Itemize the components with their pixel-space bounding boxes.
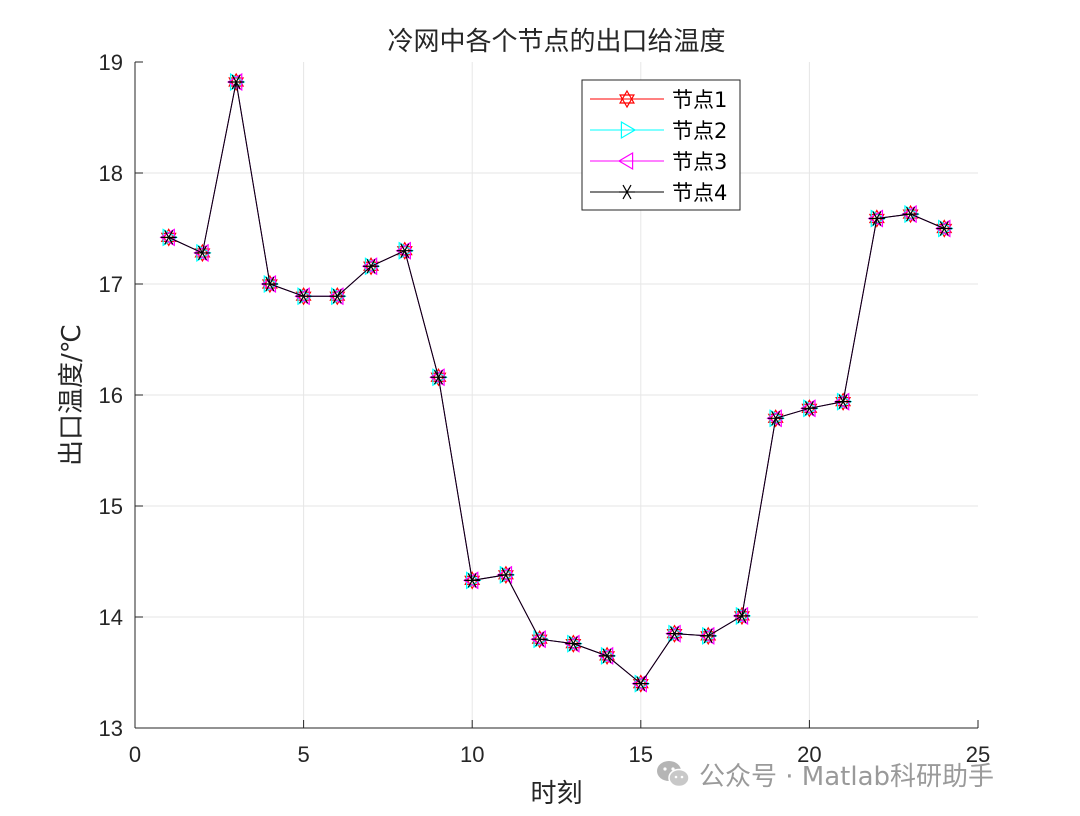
x-tick-label: 10	[460, 742, 484, 767]
watermark: 公众号 · Matlab科研助手	[655, 756, 994, 792]
data-point	[700, 628, 717, 644]
legend-marker	[619, 89, 635, 109]
legend: 节点1 节点2 节点3 节点4	[581, 79, 741, 211]
data-point	[733, 608, 750, 624]
legend-label: 节点4	[672, 181, 727, 205]
data-point	[902, 206, 919, 222]
legend-item: 节点4	[590, 181, 727, 205]
y-tick-label: 13	[99, 716, 123, 741]
data-point	[666, 626, 683, 641]
legend-label: 节点2	[672, 119, 727, 143]
data-point	[194, 245, 211, 261]
data-point	[430, 370, 447, 385]
legend-marker	[620, 120, 637, 140]
data-point	[261, 276, 278, 292]
legend-label: 节点1	[672, 88, 727, 112]
y-tick-label: 16	[99, 383, 123, 408]
data-point	[835, 394, 852, 409]
data-point	[160, 230, 177, 245]
y-tick-label: 14	[99, 605, 123, 630]
data-point	[599, 648, 616, 664]
legend-item: 节点3	[590, 150, 727, 174]
x-tick-label: 0	[129, 742, 141, 767]
data-point	[228, 74, 245, 90]
data-point	[295, 288, 312, 304]
y-tick-label: 19	[99, 50, 123, 75]
series-4	[160, 74, 953, 691]
data-point	[396, 243, 413, 258]
wechat-icon	[657, 761, 690, 788]
data-point	[632, 676, 649, 691]
data-point	[565, 636, 582, 651]
data-point	[767, 411, 784, 426]
legend-item: 节点2	[590, 119, 727, 143]
legend-label: 节点3	[672, 150, 727, 174]
legend-item: 节点1	[590, 88, 727, 112]
y-axis-label: 出口温度/℃	[57, 324, 87, 466]
data-point	[497, 567, 514, 583]
series-line	[168, 81, 945, 685]
data-point	[936, 221, 953, 236]
legend-box	[581, 79, 741, 211]
y-tick-label: 17	[99, 272, 123, 297]
chart-title: 冷网中各个节点的出口给温度	[387, 27, 725, 57]
x-tick-label: 5	[297, 742, 309, 767]
x-tick-label: 25	[966, 742, 990, 767]
data-point	[801, 401, 818, 416]
data-point	[363, 259, 380, 274]
data-point	[531, 631, 548, 647]
x-axis-label: 时刻	[530, 779, 582, 809]
data-point	[464, 573, 481, 588]
y-tick-label: 18	[99, 161, 123, 186]
x-tick-label: 15	[629, 742, 653, 767]
y-tick-label: 15	[99, 494, 123, 519]
watermark-text: 公众号 · Matlab科研助手	[699, 761, 995, 792]
data-point	[868, 211, 885, 226]
legend-marker	[617, 151, 634, 171]
data-point	[329, 288, 346, 304]
legend-marker	[619, 184, 635, 200]
x-tick-label: 20	[797, 742, 821, 767]
